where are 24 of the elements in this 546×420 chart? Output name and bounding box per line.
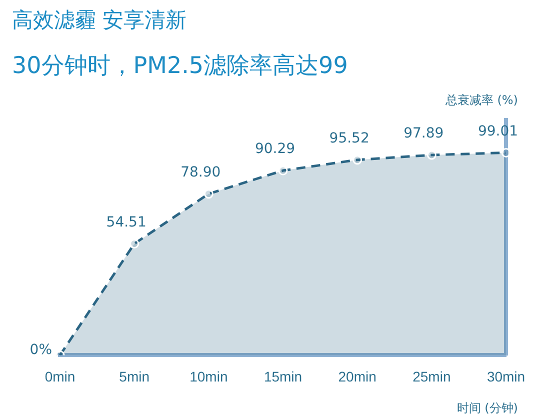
data-label: 54.51 <box>106 214 146 230</box>
point <box>278 166 288 176</box>
x-tick-label: 5min <box>119 368 150 384</box>
point <box>130 238 140 248</box>
point <box>501 148 511 158</box>
data-label: 78.90 <box>180 164 221 180</box>
data-label: 97.89 <box>404 126 444 142</box>
point <box>352 155 362 165</box>
point <box>204 189 214 199</box>
x-tick-label: 20min <box>338 368 376 384</box>
data-label: 99.01 <box>478 123 518 140</box>
x-tick-label: 10min <box>190 368 228 384</box>
data-label: 90.29 <box>254 141 296 158</box>
data-label: 0% <box>30 342 52 358</box>
chart-subtitle: 30分钟时，PM2.5滤除率高达99 <box>12 52 348 81</box>
x-tick-label: 0min <box>44 368 76 384</box>
data-label: 95.52 <box>329 130 370 146</box>
x-axis-title: 时间 (分钟) <box>456 400 518 417</box>
x-tick-label: 30min <box>486 368 526 384</box>
chart-title: 高效滤霾 安享清新 <box>12 7 187 34</box>
x-tick-label: 15min <box>264 368 302 384</box>
x-tick-label: 25min <box>412 368 451 384</box>
y-axis-title: 总衰减率 (%) <box>445 92 518 109</box>
point <box>426 150 436 160</box>
